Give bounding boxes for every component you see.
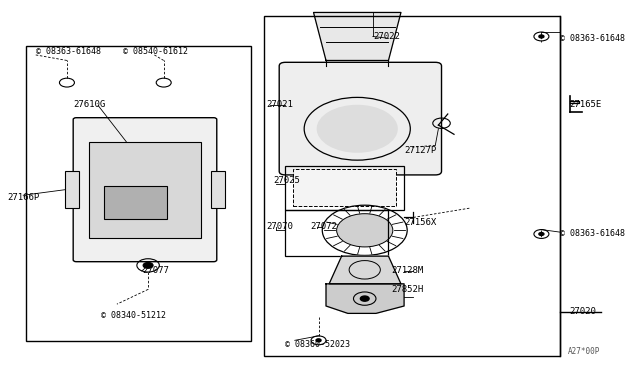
Circle shape: [337, 214, 393, 247]
Polygon shape: [326, 284, 404, 313]
FancyBboxPatch shape: [89, 142, 201, 238]
Text: © 08363-61648: © 08363-61648: [560, 230, 625, 238]
Text: 27077: 27077: [142, 266, 169, 275]
Bar: [211, 171, 225, 208]
Bar: [293, 169, 396, 206]
Text: © 08340-51212: © 08340-51212: [101, 311, 166, 320]
Circle shape: [360, 296, 369, 301]
Text: 27072: 27072: [310, 222, 337, 231]
Text: 27610G: 27610G: [73, 100, 106, 109]
Circle shape: [317, 105, 398, 153]
Text: A27*00P: A27*00P: [568, 347, 601, 356]
Text: 27025: 27025: [273, 176, 300, 185]
Bar: [285, 166, 404, 210]
Circle shape: [539, 35, 544, 38]
Text: 27021: 27021: [267, 100, 294, 109]
Text: 27156X: 27156X: [404, 218, 436, 227]
Text: © 08540-61612: © 08540-61612: [123, 47, 188, 56]
Text: 27127P: 27127P: [404, 147, 436, 155]
Text: 27020: 27020: [570, 307, 596, 316]
Text: 27165E: 27165E: [570, 100, 602, 109]
Text: 27022: 27022: [373, 32, 400, 41]
FancyBboxPatch shape: [73, 118, 217, 262]
Text: © 08363-61648: © 08363-61648: [560, 34, 625, 43]
Text: © 08363-61648: © 08363-61648: [36, 47, 100, 56]
FancyBboxPatch shape: [279, 62, 442, 175]
Text: 27070: 27070: [267, 222, 294, 231]
Bar: [65, 171, 79, 208]
Bar: [285, 210, 388, 256]
Polygon shape: [329, 256, 401, 284]
Text: © 08360-52023: © 08360-52023: [285, 340, 351, 349]
Text: 27128M: 27128M: [392, 266, 424, 275]
Circle shape: [539, 232, 544, 235]
Text: 27852H: 27852H: [392, 285, 424, 294]
Circle shape: [316, 339, 321, 342]
Circle shape: [143, 262, 153, 268]
Bar: [104, 186, 167, 219]
Text: 27166P: 27166P: [8, 193, 40, 202]
Polygon shape: [314, 13, 401, 61]
